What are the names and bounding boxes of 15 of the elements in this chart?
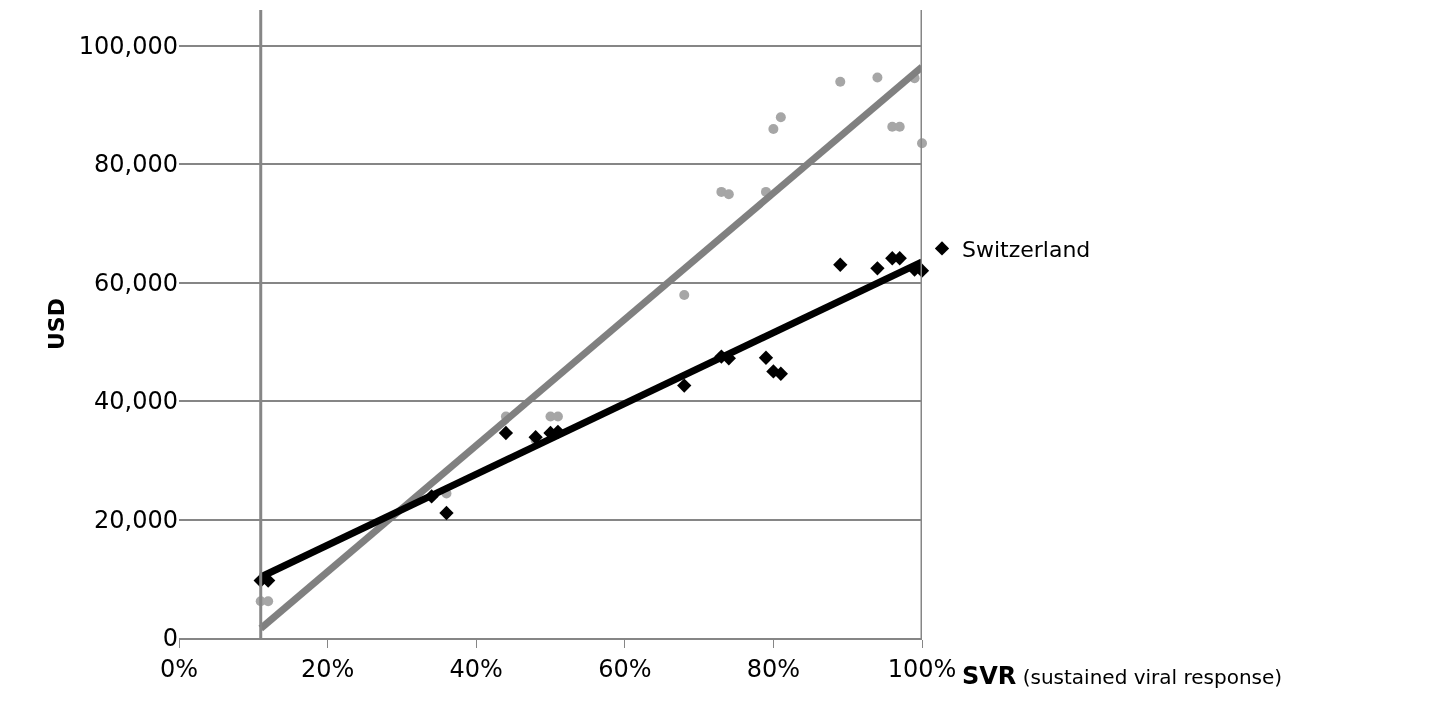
y-tick-label: 60,000 — [94, 268, 178, 297]
y-tick-label: 40,000 — [94, 387, 178, 416]
y-tick-label: 100,000 — [78, 31, 178, 60]
x-tick-label: 80% — [746, 654, 801, 683]
x-tick-label: 100% — [887, 654, 957, 683]
x-tick-label: 60% — [598, 654, 652, 683]
legend-label: Switzerland — [962, 237, 1091, 263]
y-tick-label: 20,000 — [94, 505, 178, 534]
y-tick-label: 0 — [162, 624, 178, 653]
y-axis-title: USD — [43, 298, 69, 350]
x-tick-label: 0% — [159, 654, 199, 683]
x-tick-label: 40% — [449, 654, 503, 683]
y-tick-label: 80,000 — [94, 150, 178, 179]
x-tick-label: 20% — [300, 654, 355, 683]
x-axis-title: SVR (sustained viral response) — [962, 662, 1283, 690]
